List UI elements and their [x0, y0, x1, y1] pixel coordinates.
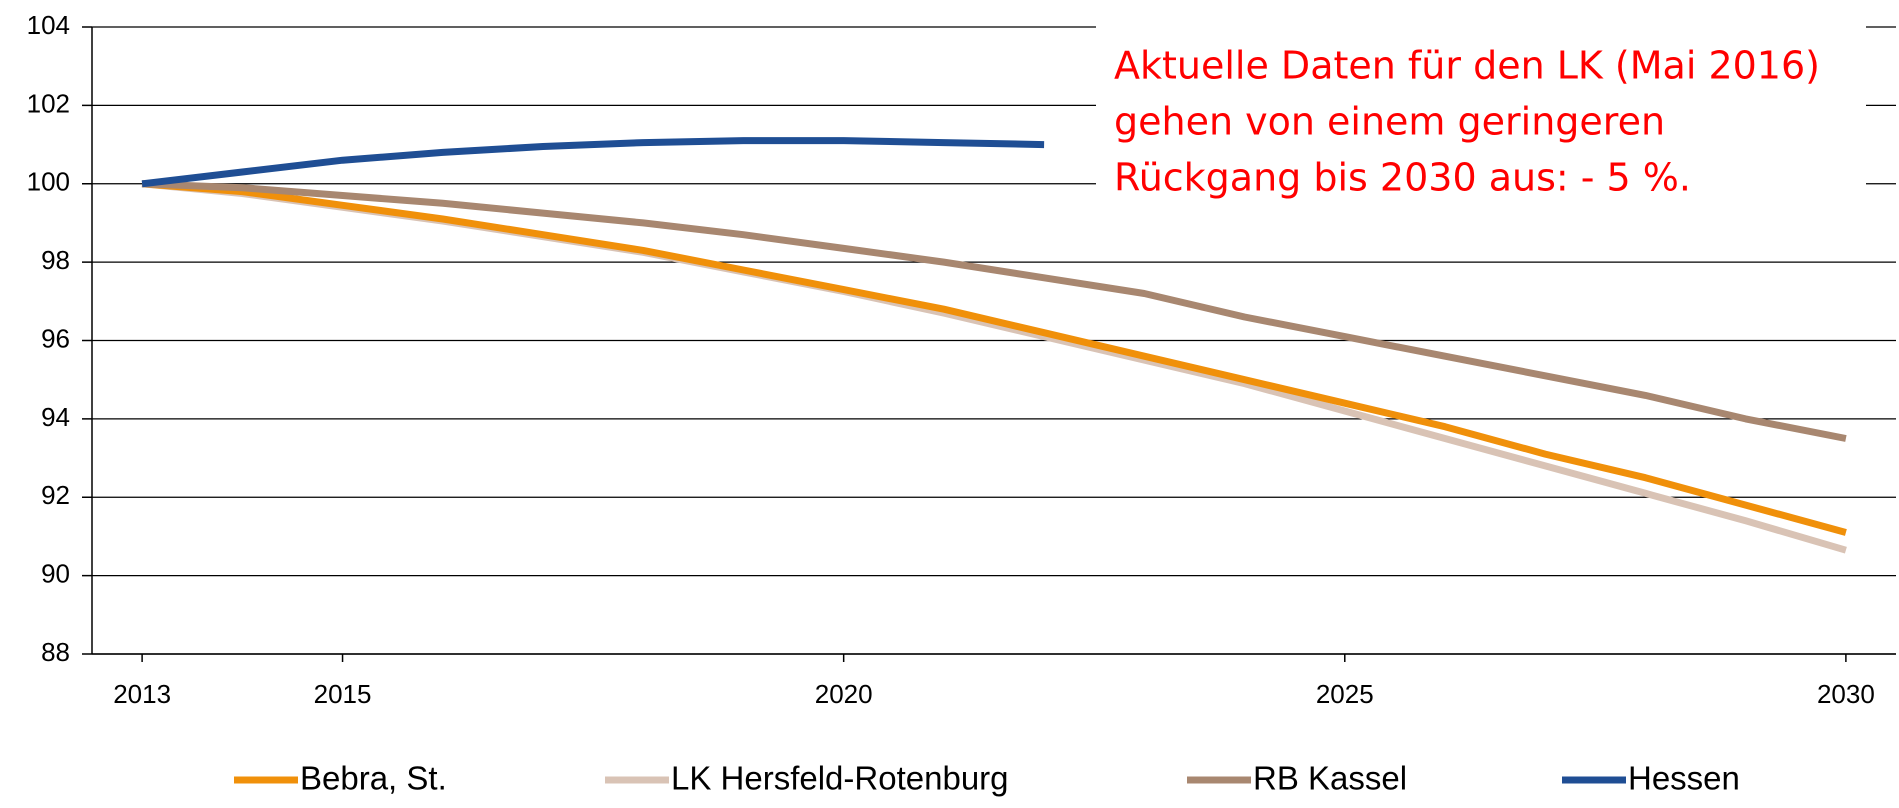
x-tick-label: 2015 — [314, 679, 372, 709]
y-tick-label: 88 — [41, 637, 70, 667]
y-tick-label: 102 — [27, 88, 70, 118]
y-tick-label: 94 — [41, 402, 70, 432]
series-line — [141, 180, 1847, 554]
x-tick-label: 2020 — [815, 679, 873, 709]
y-tick-label: 100 — [27, 167, 70, 197]
y-tick-label: 90 — [41, 559, 70, 589]
legend-label: LK Hersfeld-Rotenburg — [671, 760, 1009, 797]
series-line — [141, 180, 1847, 442]
legend-label: RB Kassel — [1253, 760, 1407, 797]
series-line — [141, 137, 1045, 188]
x-tick-label: 2013 — [113, 679, 171, 709]
legend-label: Bebra, St. — [300, 760, 447, 797]
annotation-text: Aktuelle Daten für den LK (Mai 2016) — [1114, 44, 1820, 88]
y-tick-label: 98 — [41, 245, 70, 275]
annotation-text: gehen von einem geringeren — [1114, 100, 1665, 144]
annotation-text: Rückgang bis 2030 aus: - 5 %. — [1114, 156, 1691, 200]
series-line — [141, 180, 1847, 536]
legend-label: Hessen — [1628, 760, 1740, 797]
x-tick-label: 2025 — [1316, 679, 1374, 709]
y-tick-label: 92 — [41, 480, 70, 510]
x-tick-label: 2030 — [1817, 679, 1875, 709]
y-tick-label: 104 — [27, 10, 70, 40]
annotation-box — [1096, 24, 1866, 218]
y-tick-label: 96 — [41, 323, 70, 353]
